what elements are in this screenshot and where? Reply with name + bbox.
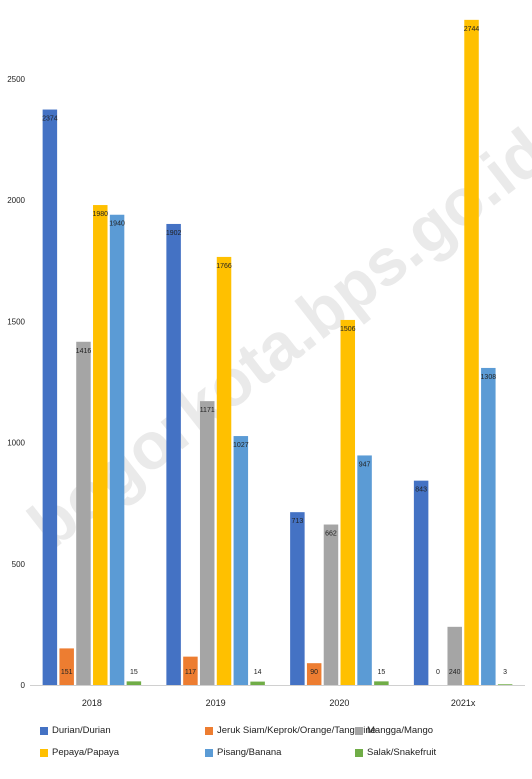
data-label: 1416	[76, 348, 92, 355]
legend-item: Mangga/Mango	[355, 725, 433, 736]
x-tick-label: 2020	[329, 698, 349, 708]
legend-label: Durian/Durian	[52, 725, 111, 736]
data-label: 713	[292, 518, 304, 525]
data-label: 14	[254, 669, 262, 676]
legend-item: Pepaya/Papaya	[40, 747, 119, 758]
y-tick-label: 1000	[7, 439, 25, 448]
data-label: 3	[503, 669, 507, 676]
x-tick-label: 2021x	[451, 698, 476, 708]
y-tick-label: 0	[21, 681, 26, 690]
data-label: 662	[325, 531, 337, 538]
data-label: 1171	[200, 407, 215, 414]
x-axis: 2018 2019 2020 2021x	[30, 685, 525, 708]
bar	[290, 512, 305, 685]
bar	[481, 367, 496, 685]
bar	[199, 401, 215, 685]
bar	[497, 684, 513, 685]
data-label: 1027	[233, 442, 249, 449]
data-label: 2744	[464, 26, 480, 33]
x-tick-label: 2018	[82, 698, 102, 708]
bar	[357, 455, 372, 685]
data-label: 2374	[42, 116, 58, 123]
legend-item: Jeruk Siam/Keprok/Orange/Tangerine	[205, 725, 376, 736]
legend-label: Pisang/Banana	[217, 747, 282, 758]
data-label: 15	[377, 669, 385, 676]
bar	[447, 626, 462, 685]
legend-swatch	[40, 748, 48, 757]
bar	[464, 19, 479, 686]
bar	[340, 319, 356, 685]
legend-swatch	[205, 726, 213, 735]
data-label: 240	[449, 669, 461, 676]
bar	[233, 436, 249, 685]
y-axis: 0 500 1000 1500 2000 2500	[7, 75, 25, 690]
bar	[323, 524, 339, 685]
bar	[250, 681, 265, 685]
bar	[166, 223, 181, 685]
bar	[306, 663, 322, 685]
bar	[109, 214, 125, 685]
data-label: 117	[185, 669, 196, 676]
x-tick-label: 2019	[206, 698, 226, 708]
bar	[413, 480, 429, 685]
data-label: 1308	[481, 374, 497, 381]
data-label: 1766	[216, 263, 232, 270]
data-label: 1902	[166, 230, 182, 237]
y-tick-label: 2500	[7, 75, 25, 84]
bar	[216, 256, 232, 685]
legend-label: Pepaya/Papaya	[52, 747, 120, 758]
bar	[76, 341, 91, 685]
legend-item: Pisang/Banana	[205, 747, 281, 758]
legend-swatch	[355, 748, 363, 757]
bar	[183, 656, 198, 685]
legend-item: Durian/Durian	[40, 725, 111, 736]
legend-label: Jeruk Siam/Keprok/Orange/Tangerine	[217, 725, 376, 736]
bar	[42, 109, 58, 685]
bar-chart: 0 500 1000 1500 2000 2500 2374 151 1416 19801940…	[7, 19, 525, 708]
legend-item: Salak/Snakefruit	[355, 747, 436, 758]
data-label: 0	[436, 669, 440, 676]
bars	[42, 19, 513, 686]
data-label: 15	[130, 669, 138, 676]
legend-swatch	[205, 748, 213, 757]
bar	[126, 681, 142, 685]
legend-swatch	[355, 726, 363, 735]
data-label: 1940	[109, 221, 125, 228]
legend-swatch	[40, 726, 48, 735]
y-tick-label: 1500	[7, 317, 25, 326]
data-label: 90	[310, 669, 318, 676]
data-label: 1506	[340, 326, 356, 333]
y-tick-label: 2000	[7, 196, 25, 205]
y-tick-label: 500	[12, 560, 26, 569]
data-label: 1980	[92, 211, 108, 218]
data-label: 843	[415, 487, 427, 494]
legend-label: Mangga/Mango	[367, 725, 434, 736]
bar	[93, 205, 108, 685]
bar	[374, 681, 389, 685]
bar	[59, 648, 74, 685]
legend-label: Salak/Snakefruit	[367, 747, 437, 758]
data-label: 151	[61, 669, 73, 676]
data-label: 947	[359, 461, 371, 468]
